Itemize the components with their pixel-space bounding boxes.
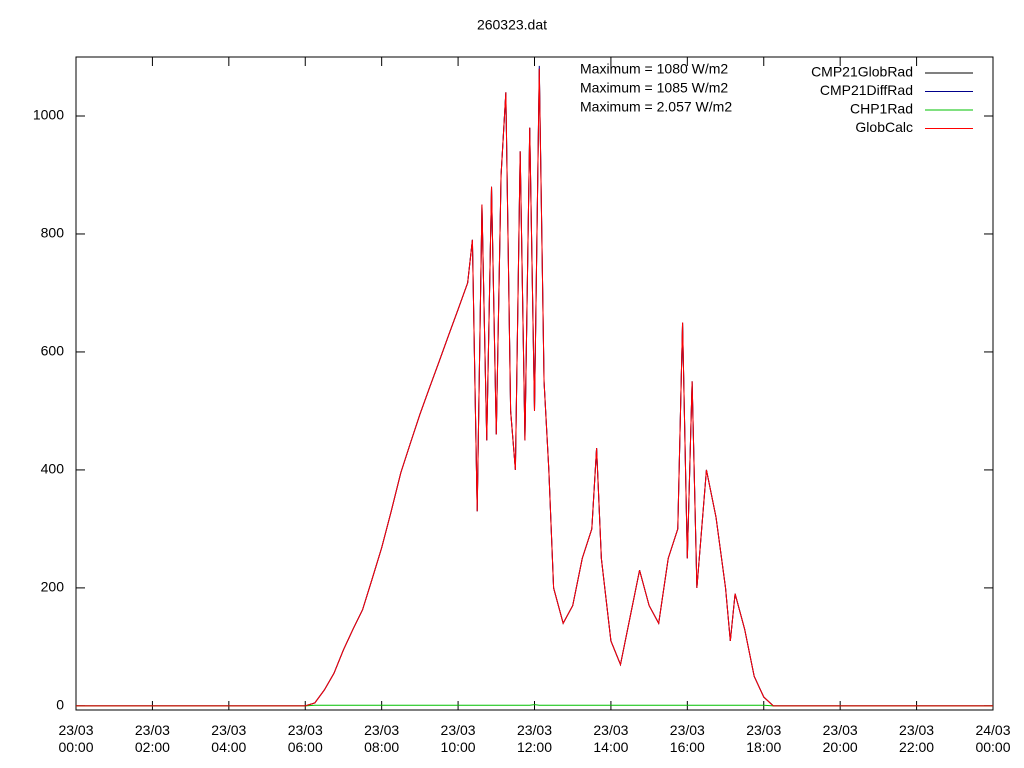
x-tick-label-line: 04:00 <box>211 739 246 755</box>
x-tick-label-line: 14:00 <box>593 739 628 755</box>
legend-label: CMP21GlobRad <box>811 64 913 80</box>
y-tick-label: 200 <box>41 579 65 595</box>
x-tick-label-line: 00:00 <box>975 739 1010 755</box>
annotation: Maximum = 2.057 W/m2 <box>580 99 732 115</box>
x-tick-label-line: 08:00 <box>364 739 399 755</box>
y-tick-label: 800 <box>41 225 65 241</box>
legend-label: CHP1Rad <box>850 101 913 117</box>
legend-label: GlobCalc <box>855 119 913 135</box>
x-tick-label-line: 23/03 <box>288 722 323 738</box>
x-tick-label-line: 12:00 <box>517 739 552 755</box>
x-tick-label-line: 02:00 <box>135 739 170 755</box>
x-tick-label: 23/03 12:00 <box>517 722 552 755</box>
y-tick-label: 1000 <box>33 107 64 123</box>
x-tick-label-line: 23/03 <box>517 722 552 738</box>
x-tick-label: 23/03 10:00 <box>441 722 476 755</box>
x-tick-label-line: 16:00 <box>670 739 705 755</box>
series-line <box>76 704 993 707</box>
x-tick-label: 23/03 20:00 <box>823 722 858 755</box>
x-tick-label-line: 23/03 <box>441 722 476 738</box>
x-tick-label-line: 23/03 <box>670 722 705 738</box>
legend-label: CMP21DiffRad <box>820 82 913 98</box>
x-tick-label-line: 23/03 <box>746 722 781 738</box>
x-tick-label: 23/03 14:00 <box>593 722 628 755</box>
x-tick-label-line: 24/03 <box>975 722 1010 738</box>
x-tick-label: 23/03 04:00 <box>211 722 246 755</box>
annotation: Maximum = 1080 W/m2 <box>580 61 728 77</box>
x-tick-label: 23/03 06:00 <box>288 722 323 755</box>
x-tick-label-line: 23/03 <box>899 722 934 738</box>
x-tick-label-line: 23/03 <box>58 722 93 738</box>
y-tick-label: 0 <box>56 697 64 713</box>
x-tick-label: 24/03 00:00 <box>975 722 1010 755</box>
x-tick-label: 23/03 00:00 <box>58 722 93 755</box>
x-tick-label-line: 00:00 <box>58 739 93 755</box>
x-tick-label-line: 06:00 <box>288 739 323 755</box>
annotation: Maximum = 1085 W/m2 <box>580 80 728 96</box>
y-tick-label: 400 <box>41 461 65 477</box>
x-tick-label: 23/03 18:00 <box>746 722 781 755</box>
x-tick-label-line: 23/03 <box>211 722 246 738</box>
x-tick-label: 23/03 02:00 <box>135 722 170 755</box>
x-tick-label-line: 23/03 <box>135 722 170 738</box>
x-tick-label-line: 18:00 <box>746 739 781 755</box>
x-tick-label-line: 23/03 <box>593 722 628 738</box>
y-tick-label: 600 <box>41 343 65 359</box>
x-tick-label: 23/03 16:00 <box>670 722 705 755</box>
x-tick-label: 23/03 08:00 <box>364 722 399 755</box>
x-tick-label-line: 10:00 <box>441 739 476 755</box>
series-line <box>76 68 993 707</box>
x-tick-label-line: 20:00 <box>823 739 858 755</box>
x-tick-label-line: 23/03 <box>823 722 858 738</box>
x-tick-label: 23/03 22:00 <box>899 722 934 755</box>
x-tick-label-line: 23/03 <box>364 722 399 738</box>
x-tick-label-line: 22:00 <box>899 739 934 755</box>
chart-title: 260323.dat <box>477 17 547 33</box>
